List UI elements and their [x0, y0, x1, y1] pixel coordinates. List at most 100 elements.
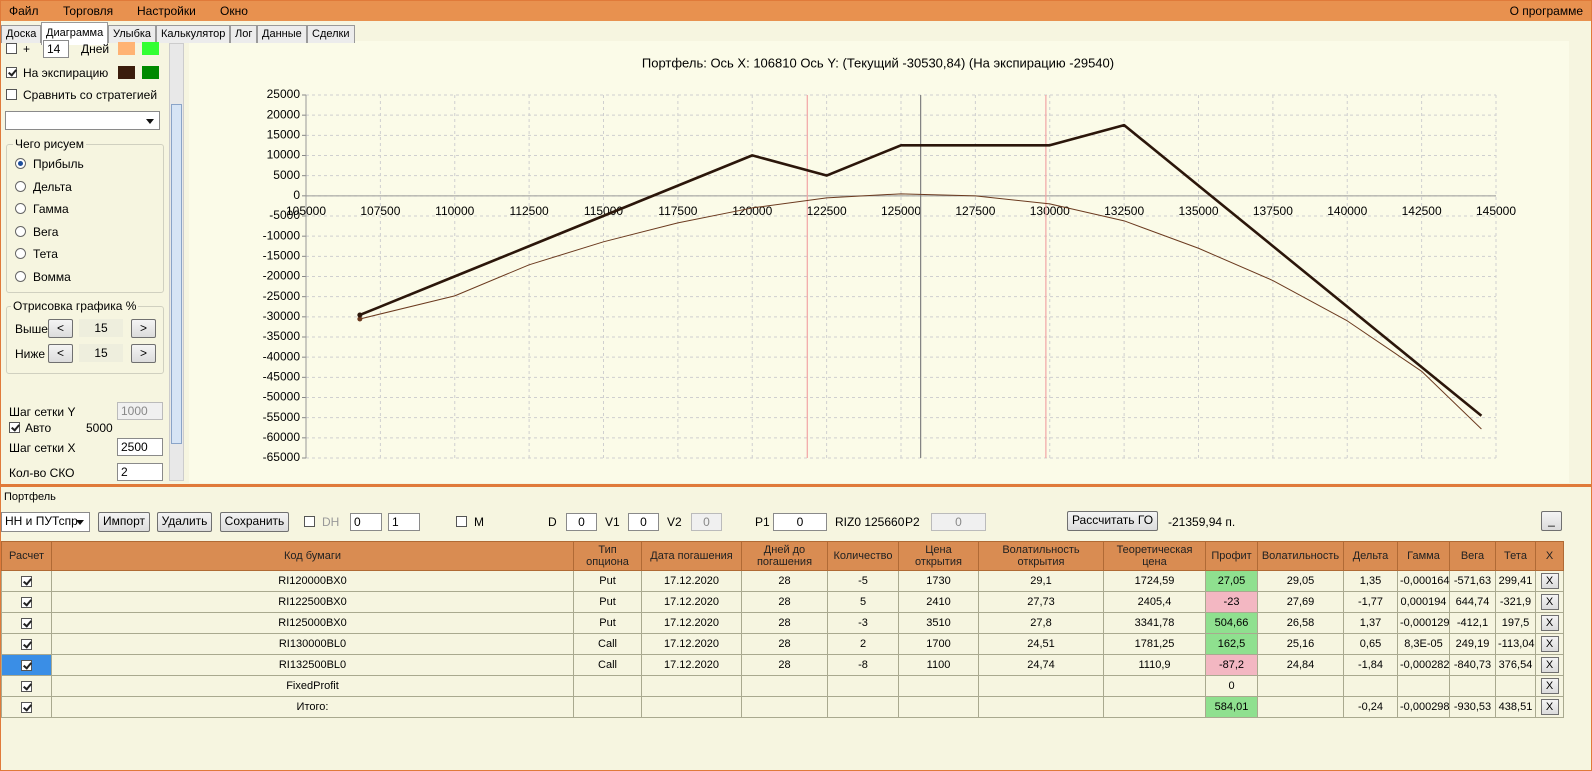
d-input[interactable]: 0 — [566, 513, 597, 531]
tab[interactable]: Лог — [230, 25, 258, 43]
table-cell: 28 — [741, 570, 828, 592]
radio[interactable] — [15, 271, 26, 282]
menu-item[interactable]: Файл — [9, 4, 39, 18]
table-cell — [573, 696, 642, 718]
checkbox[interactable] — [21, 680, 32, 692]
days-label: Дней — [81, 42, 110, 56]
radio[interactable] — [15, 180, 26, 192]
tab[interactable]: Сделки — [307, 25, 355, 43]
color-swatch[interactable] — [118, 66, 135, 79]
y-tick-label: -50000 — [263, 390, 301, 404]
color-swatch[interactable] — [142, 42, 159, 55]
x-tick-label: 145000 — [1476, 204, 1516, 218]
checkbox[interactable] — [21, 701, 32, 713]
checkbox[interactable] — [6, 43, 17, 54]
x-tick-label: 115000 — [584, 204, 623, 218]
action-button[interactable]: Удалить — [157, 512, 212, 532]
tab[interactable]: Диаграмма — [41, 22, 109, 45]
remove-button[interactable]: X — [1540, 636, 1559, 652]
color-swatch[interactable] — [118, 42, 135, 55]
checkbox[interactable] — [21, 659, 32, 671]
grid-y-input[interactable]: 1000 — [117, 402, 163, 420]
y-tick-label: -20000 — [263, 269, 301, 283]
scroll-thumb[interactable] — [171, 104, 182, 444]
menu-item[interactable]: Окно — [220, 4, 248, 18]
table-cell: -321,9 — [1495, 591, 1536, 613]
radio-label: Гамма — [33, 202, 69, 217]
radio[interactable] — [15, 248, 26, 260]
table-cell: 24,84 — [1257, 654, 1344, 676]
remove-button[interactable]: X — [1540, 573, 1559, 589]
checkbox[interactable] — [6, 89, 17, 100]
remove-button[interactable]: X — [1540, 678, 1559, 694]
y-tick-label: 5000 — [273, 168, 300, 182]
radio[interactable] — [15, 225, 26, 237]
group-title: Чего рисуем — [13, 137, 86, 151]
column-header: Расчет — [1, 541, 52, 571]
table-cell: -5 — [827, 570, 899, 592]
color-swatch[interactable] — [142, 66, 159, 79]
tab[interactable]: Данные — [257, 25, 307, 43]
tab[interactable]: Калькулятор — [156, 25, 231, 43]
y-tick-label: -65000 — [263, 450, 301, 464]
table-cell: 28 — [741, 633, 828, 655]
checkbox[interactable] — [21, 596, 32, 608]
days-input[interactable]: 14 — [43, 40, 69, 58]
spinner[interactable]: 1 — [388, 513, 420, 531]
table-cell: 3341,78 — [1103, 612, 1206, 634]
remove-button[interactable]: X — [1540, 657, 1559, 673]
checkbox[interactable] — [21, 617, 32, 629]
tab[interactable]: Улыбка — [108, 25, 157, 43]
table-cell: Put — [573, 612, 642, 634]
p2-input[interactable]: 0 — [931, 513, 986, 531]
table-cell — [1103, 696, 1206, 718]
v2-input[interactable]: 0 — [691, 513, 722, 531]
checkbox[interactable] — [456, 516, 467, 527]
column-header: Волатильность — [1257, 541, 1344, 571]
calc-go-button[interactable]: Рассчитать ГО — [1067, 511, 1158, 531]
action-button[interactable]: Импорт — [98, 512, 150, 532]
x-tick-label: 125000 — [881, 204, 921, 218]
v1-input[interactable]: 0 — [628, 513, 659, 531]
column-header: Тета — [1495, 541, 1536, 571]
checkbox[interactable] — [21, 575, 32, 587]
table-cell: 1730 — [898, 570, 979, 592]
y-tick-label: -40000 — [263, 349, 301, 363]
field-label: Шаг сетки X — [9, 441, 76, 455]
grid-x-input[interactable]: 2500 — [117, 438, 163, 456]
remove-button[interactable]: X — [1540, 699, 1559, 715]
minimize-button[interactable]: _ — [1541, 511, 1562, 531]
table-cell — [1103, 675, 1206, 697]
strategy-dropdown[interactable] — [5, 111, 160, 130]
field-label: P1 — [755, 515, 770, 529]
table-cell — [641, 675, 742, 697]
table-cell: 25,16 — [1257, 633, 1344, 655]
action-button[interactable]: Сохранить — [220, 512, 289, 532]
checkbox[interactable] — [21, 638, 32, 650]
next-button[interactable]: > — [131, 344, 156, 363]
remove-button[interactable]: X — [1540, 594, 1559, 610]
next-button[interactable]: > — [131, 319, 156, 338]
spinner[interactable]: 0 — [350, 513, 382, 531]
checkbox[interactable] — [9, 422, 20, 433]
table-cell: X — [1535, 612, 1564, 634]
checkbox[interactable] — [6, 67, 17, 78]
sko-input[interactable]: 2 — [117, 463, 163, 481]
prev-button[interactable]: < — [48, 344, 73, 363]
strategy-dropdown[interactable]: НН и ПУТспр — [1, 512, 90, 532]
remove-button[interactable]: X — [1540, 615, 1559, 631]
x-tick-label: 142500 — [1402, 204, 1442, 218]
about-menu[interactable]: О программе — [1509, 4, 1583, 18]
x-tick-label: 137500 — [1253, 204, 1293, 218]
tab[interactable]: Доска — [1, 25, 42, 43]
table-cell: 24,51 — [978, 633, 1104, 655]
radio[interactable] — [15, 158, 26, 169]
menu-item[interactable]: Торговля — [63, 4, 114, 18]
prev-button[interactable]: < — [48, 319, 73, 338]
checkbox[interactable] — [304, 516, 315, 527]
radio[interactable] — [15, 203, 26, 215]
menu-item[interactable]: Настройки — [137, 4, 196, 18]
p1-input[interactable]: 0 — [773, 513, 827, 531]
table-cell: -0,000164 — [1397, 570, 1450, 592]
